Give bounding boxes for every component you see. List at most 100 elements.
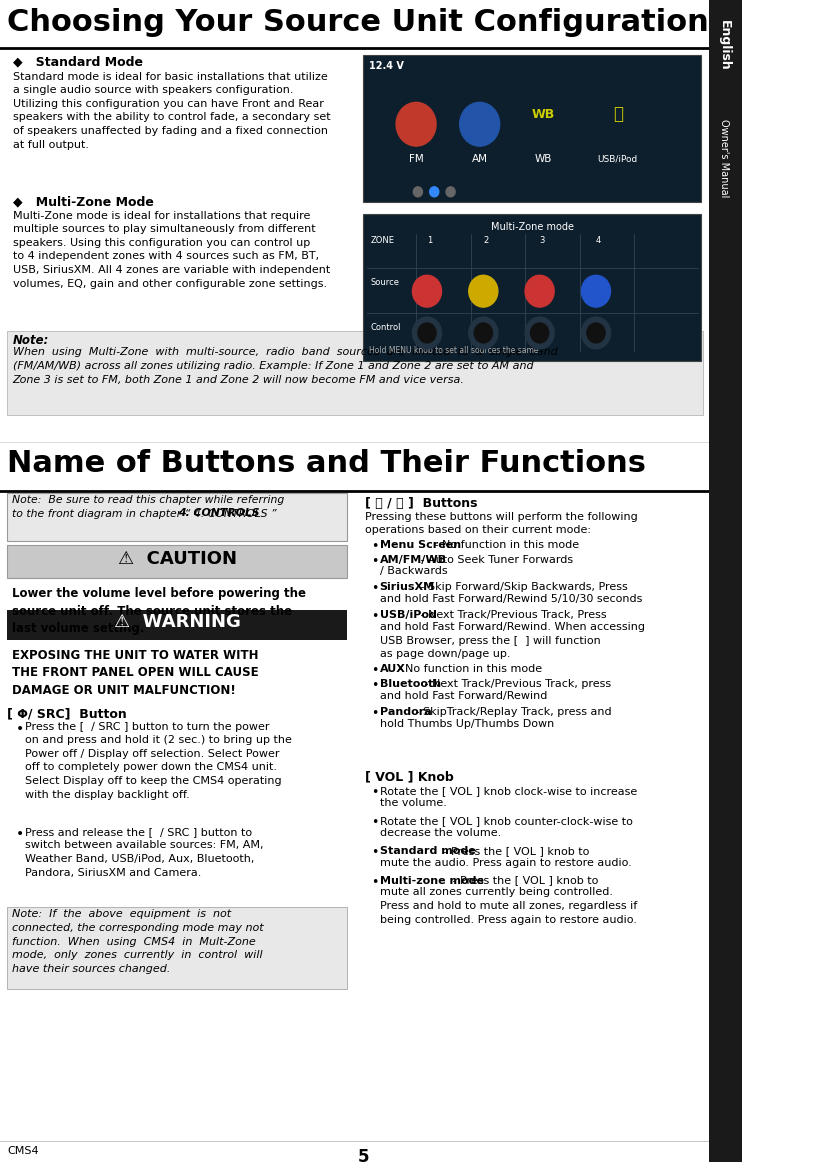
Text: [ Φ/ SRC]  Button: [ Φ/ SRC] Button	[7, 707, 127, 720]
Text: WB: WB	[532, 108, 555, 120]
Text: Note:  Be sure to read this chapter while referring
to the front diagram in chap: Note: Be sure to read this chapter while…	[11, 494, 284, 519]
Text: ⚠  WARNING: ⚠ WARNING	[114, 614, 240, 631]
Text: - Press the [ VOL ] knob to: - Press the [ VOL ] knob to	[449, 876, 599, 886]
FancyBboxPatch shape	[708, 0, 742, 1162]
Text: Rotate the [ VOL ] knob clock-wise to increase: Rotate the [ VOL ] knob clock-wise to in…	[380, 786, 637, 796]
Text: •: •	[371, 845, 378, 859]
Text: decrease the volume.: decrease the volume.	[380, 828, 501, 838]
Text: Pandora: Pandora	[380, 706, 431, 717]
Circle shape	[446, 187, 455, 196]
Text: mute the audio. Press again to restore audio.: mute the audio. Press again to restore a…	[380, 858, 632, 867]
Text: AUX: AUX	[380, 664, 405, 673]
Text: Multi-zone mode: Multi-zone mode	[380, 876, 484, 886]
Text: - No function in this mode: - No function in this mode	[394, 664, 542, 673]
Text: FM: FM	[407, 113, 426, 123]
Text: Lower the volume level before powering the
source unit off. The source unit stor: Lower the volume level before powering t…	[11, 587, 306, 635]
Text: Pressing these buttons will perform the following
operations based on their curr: Pressing these buttons will perform the …	[365, 512, 638, 535]
Circle shape	[582, 317, 610, 348]
Text: Bluetooth: Bluetooth	[380, 679, 441, 689]
Circle shape	[525, 317, 554, 348]
Text: CMS4: CMS4	[7, 1146, 39, 1156]
Text: and hold Fast Forward/Rewind. When accessing
USB Browser, press the [  ] will fu: and hold Fast Forward/Rewind. When acces…	[380, 622, 645, 659]
Circle shape	[418, 323, 436, 343]
Circle shape	[530, 323, 549, 343]
Text: Choosing Your Source Unit Configuration: Choosing Your Source Unit Configuration	[7, 8, 709, 37]
FancyBboxPatch shape	[7, 331, 703, 415]
Circle shape	[396, 103, 436, 146]
Text: ◆   Standard Mode: ◆ Standard Mode	[13, 56, 143, 69]
Text: Multi-Zone mode is ideal for installations that require
multiple sources to play: Multi-Zone mode is ideal for installatio…	[13, 210, 330, 289]
Circle shape	[413, 275, 441, 307]
Circle shape	[413, 187, 422, 196]
Text: ⭐: ⭐	[613, 105, 623, 123]
Text: hold Thumbs Up/Thumbs Down: hold Thumbs Up/Thumbs Down	[380, 719, 554, 728]
Circle shape	[525, 275, 554, 307]
Text: and hold Fast Forward/Rewind: and hold Fast Forward/Rewind	[380, 691, 547, 700]
Text: AM: AM	[471, 154, 488, 164]
Text: •: •	[371, 876, 378, 888]
Circle shape	[469, 317, 498, 348]
FancyBboxPatch shape	[7, 545, 347, 579]
Text: Press and release the [  / SRC ] button to
switch between available sources: FM,: Press and release the [ / SRC ] button t…	[25, 826, 264, 878]
Circle shape	[430, 187, 439, 196]
Text: 3: 3	[540, 235, 545, 244]
Circle shape	[469, 275, 498, 307]
Circle shape	[474, 323, 493, 343]
Text: Note:: Note:	[13, 334, 49, 347]
FancyBboxPatch shape	[364, 214, 701, 361]
Circle shape	[413, 317, 441, 348]
Text: - Press the [ VOL ] knob to: - Press the [ VOL ] knob to	[440, 845, 589, 856]
FancyBboxPatch shape	[7, 493, 347, 540]
Text: •: •	[16, 721, 25, 735]
Text: •: •	[371, 816, 378, 829]
Text: Hold MENU knob to set all sources the same: Hold MENU knob to set all sources the sa…	[368, 346, 538, 355]
Text: - Skip Forward/Skip Backwards, Press: - Skip Forward/Skip Backwards, Press	[417, 582, 627, 593]
Text: •: •	[371, 706, 378, 720]
Text: - No function in this mode: - No function in this mode	[431, 540, 578, 549]
Text: mute all zones currently being controlled.
Press and hold to mute all zones, reg: mute all zones currently being controlle…	[380, 887, 637, 925]
Text: ZONE: ZONE	[371, 235, 395, 244]
Text: Multi-Zone mode: Multi-Zone mode	[491, 222, 574, 231]
Text: Owner's Manual: Owner's Manual	[719, 119, 729, 198]
Text: •: •	[371, 679, 378, 692]
Text: - Auto Seek Tuner Forwards: - Auto Seek Tuner Forwards	[417, 554, 573, 565]
Text: •: •	[371, 554, 378, 568]
FancyBboxPatch shape	[7, 907, 347, 989]
Text: •: •	[371, 610, 378, 623]
Text: - SkipTrack/Replay Track, press and: - SkipTrack/Replay Track, press and	[412, 706, 612, 717]
Text: Source: Source	[371, 278, 400, 288]
Text: When  using  Multi-Zone  with  multi-source,  radio  band  sources  are  limited: When using Multi-Zone with multi-source,…	[13, 347, 557, 385]
Text: 12.4 V: 12.4 V	[368, 61, 404, 70]
Text: Note:  If  the  above  equipment  is  not
connected, the corresponding mode may : Note: If the above equipment is not conn…	[11, 909, 263, 974]
Text: AM/FM/WB: AM/FM/WB	[380, 554, 447, 565]
Text: USB/iPod: USB/iPod	[380, 610, 436, 621]
Text: •: •	[371, 664, 378, 677]
Text: Standard mode is ideal for basic installations that utilize
a single audio sourc: Standard mode is ideal for basic install…	[13, 71, 330, 150]
Text: ◆   Multi-Zone Mode: ◆ Multi-Zone Mode	[13, 195, 154, 209]
Text: English: English	[717, 20, 730, 70]
Text: SiriusXM: SiriusXM	[380, 582, 435, 593]
Text: and hold Fast Forward/Rewind 5/10/30 seconds: and hold Fast Forward/Rewind 5/10/30 sec…	[380, 594, 642, 604]
Circle shape	[582, 275, 610, 307]
Text: 2: 2	[484, 235, 489, 244]
Text: AM: AM	[470, 115, 489, 124]
Text: EXPOSING THE UNIT TO WATER WITH
THE FRONT PANEL OPEN WILL CAUSE
DAMAGE OR UNIT M: EXPOSING THE UNIT TO WATER WITH THE FRON…	[11, 649, 258, 697]
Text: / Backwards: / Backwards	[380, 567, 448, 576]
Text: WB: WB	[534, 154, 552, 164]
Text: •: •	[16, 826, 25, 841]
Text: 5: 5	[358, 1148, 369, 1165]
Text: - Next Track/Previous Track, Press: - Next Track/Previous Track, Press	[417, 610, 606, 621]
FancyBboxPatch shape	[7, 610, 347, 639]
Text: the volume.: the volume.	[380, 798, 447, 808]
Text: FM: FM	[408, 154, 423, 164]
Text: •: •	[371, 786, 378, 800]
Text: 4. CONTROLS: 4. CONTROLS	[178, 507, 260, 518]
Text: Control: Control	[371, 323, 401, 332]
Text: Rotate the [ VOL ] knob counter-clock-wise to: Rotate the [ VOL ] knob counter-clock-wi…	[380, 816, 632, 826]
Text: Press the [  / SRC ] button to turn the power
on and press and hold it (2 sec.) : Press the [ / SRC ] button to turn the p…	[25, 721, 292, 800]
Text: •: •	[371, 582, 378, 595]
Text: Name of Buttons and Their Functions: Name of Buttons and Their Functions	[7, 449, 646, 478]
Text: Standard mode: Standard mode	[380, 845, 475, 856]
Text: ⚠  CAUTION: ⚠ CAUTION	[118, 549, 237, 568]
Text: Menu Screen: Menu Screen	[380, 540, 461, 549]
